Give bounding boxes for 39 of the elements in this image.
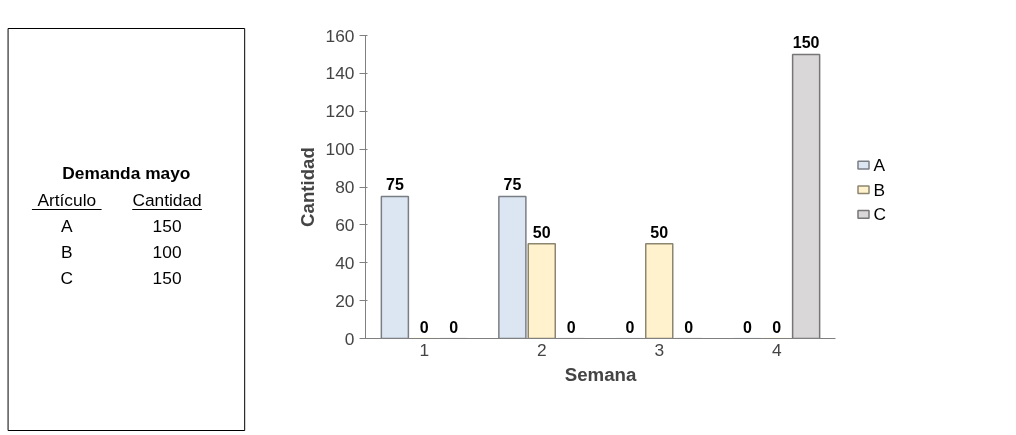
- category-label: B: [60, 241, 73, 262]
- y-tick-label: 0: [344, 328, 355, 349]
- data-label: 100: [152, 241, 182, 262]
- data-label: 0: [742, 318, 752, 336]
- text: Cantidad: [132, 189, 202, 210]
- data-label: 0: [566, 318, 576, 336]
- y-axis-title: Cantidad: [296, 147, 318, 227]
- data-label: 0: [419, 318, 429, 336]
- category-label: A: [60, 215, 73, 236]
- category-label: C: [60, 267, 74, 288]
- y-tick-label: 120: [325, 101, 355, 122]
- legend-label: B: [873, 179, 886, 200]
- data-label: 150: [152, 215, 182, 236]
- y-tick-label: 20: [335, 290, 355, 311]
- legend-label: C: [873, 204, 887, 225]
- x-tick-label: 1: [419, 339, 430, 360]
- x-axis-title: Semana: [564, 363, 637, 385]
- data-label: 50: [650, 223, 669, 241]
- x-tick-label: 4: [771, 339, 782, 360]
- y-tick-label: 40: [335, 252, 355, 273]
- data-label: 75: [385, 176, 404, 194]
- legend-label: A: [873, 155, 886, 176]
- text: Artículo: [37, 189, 97, 210]
- y-tick-label: 60: [335, 214, 355, 235]
- data-label: 150: [152, 267, 182, 288]
- y-tick-label: 140: [325, 63, 355, 84]
- y-tick-label: 100: [325, 139, 355, 160]
- x-tick-label: 3: [654, 339, 665, 360]
- y-tick-label: 160: [325, 25, 355, 46]
- data-label: 0: [772, 318, 782, 336]
- data-label: 150: [792, 34, 820, 52]
- y-tick-label: 80: [335, 177, 355, 197]
- data-label: 50: [532, 223, 551, 241]
- data-label: 0: [625, 318, 635, 336]
- text: Demanda mayo: [62, 162, 191, 183]
- data-label: 75: [503, 176, 522, 194]
- x-tick-label: 2: [536, 339, 547, 360]
- data-label: 0: [684, 318, 694, 336]
- data-label: 0: [449, 318, 459, 336]
